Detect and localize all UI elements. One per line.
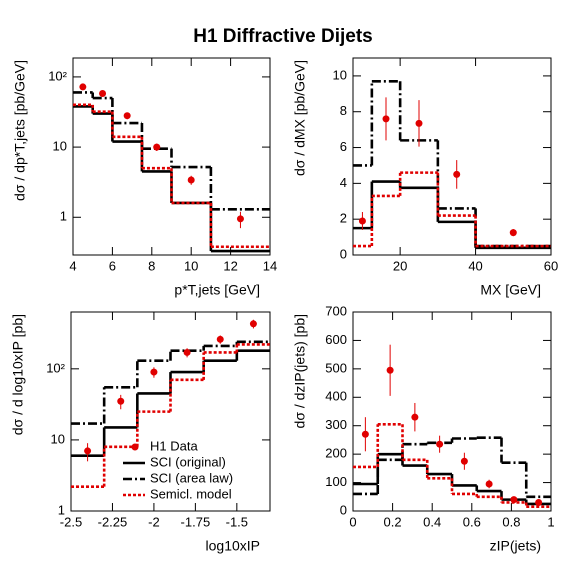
x-tick-label: 40: [468, 258, 482, 273]
x-tick-label: 8: [148, 258, 155, 273]
y-tick-label: 100: [325, 474, 347, 489]
y-tick-label: 10: [333, 67, 347, 82]
data-point: [187, 176, 195, 184]
y-tick-label: 4: [340, 175, 347, 190]
x-tick-label: 0: [349, 514, 356, 529]
x-tick-label: 0.8: [502, 514, 520, 529]
legend-label: SCI (area law): [150, 470, 233, 485]
legend-label: Semicl. model: [150, 486, 232, 501]
x-tick-label: 0.6: [463, 514, 481, 529]
y-axis-label: dσ / dp*T,jets [pb/GeV]: [12, 60, 28, 201]
x-tick-label: 0.4: [423, 514, 441, 529]
y-tick-label: 0: [340, 502, 347, 517]
y-tick-label: 1: [58, 502, 65, 517]
plot-frame: [352, 57, 552, 256]
data-point: [509, 229, 517, 237]
data-point: [79, 83, 87, 91]
y-tick-label: 6: [340, 139, 347, 154]
data-point: [99, 90, 107, 98]
data-point: [216, 335, 224, 343]
y-tick-label: 10²: [46, 360, 65, 375]
data-point: [117, 397, 125, 405]
y-axis-label: dσ / d log10xIP [pb]: [10, 314, 26, 435]
y-axis-label: dσ / dzIP(jets) [pb]: [292, 314, 308, 428]
y-tick-label: 200: [325, 446, 347, 461]
data-point: [485, 480, 493, 488]
x-tick-label: 1: [547, 514, 554, 529]
data-point: [183, 348, 191, 356]
x-axis-label: log10xIP: [206, 538, 260, 554]
plot-frame: [72, 57, 271, 256]
y-axis-label: dσ / dMX [pb/GeV]: [292, 60, 308, 176]
y-tick-label: 300: [325, 417, 347, 432]
data-point: [415, 119, 423, 127]
legend-marker: [131, 443, 139, 451]
data-point: [460, 457, 468, 465]
y-tick-label: 10²: [48, 68, 67, 83]
x-tick-label: -1.75: [181, 514, 211, 529]
x-tick-label: -2: [148, 514, 160, 529]
legend-label: SCI (original): [150, 454, 226, 469]
x-tick-label: 0.2: [384, 514, 402, 529]
data-point: [361, 430, 369, 438]
data-point: [358, 217, 366, 225]
data-point: [382, 115, 390, 123]
x-tick-label: -2.5: [60, 514, 82, 529]
x-tick-label: -1.5: [226, 514, 248, 529]
data-point: [436, 440, 444, 448]
x-axis-label: zIP(jets): [490, 538, 541, 554]
y-tick-label: 400: [325, 389, 347, 404]
data-point: [236, 215, 244, 223]
x-tick-label: 12: [223, 258, 237, 273]
x-tick-label: 10: [184, 258, 198, 273]
x-tick-label: 60: [544, 258, 558, 273]
x-tick-label: 4: [69, 258, 76, 273]
x-tick-label: -2.25: [98, 514, 128, 529]
x-tick-label: 6: [109, 258, 116, 273]
y-tick-label: 2: [340, 211, 347, 226]
y-tick-label: 500: [325, 360, 347, 375]
plot-frame: [70, 311, 271, 512]
data-point: [386, 366, 394, 374]
data-point: [453, 170, 461, 178]
data-point: [249, 320, 257, 328]
y-tick-label: 1: [60, 209, 67, 224]
x-tick-label: 20: [393, 258, 407, 273]
y-tick-label: 0: [340, 246, 347, 261]
data-point: [411, 413, 419, 421]
data-point: [150, 368, 158, 376]
x-axis-label: p*T,jets [GeV]: [174, 282, 260, 298]
data-point: [84, 447, 92, 455]
figure-title: H1 Diffractive Dijets: [193, 26, 373, 47]
y-tick-label: 600: [325, 332, 347, 347]
y-tick-label: 700: [325, 303, 347, 318]
x-tick-label: 14: [263, 258, 277, 273]
y-tick-label: 10: [51, 431, 65, 446]
plot-frame: [352, 311, 552, 512]
y-tick-label: 8: [340, 103, 347, 118]
y-tick-label: 10: [53, 139, 67, 154]
data-point: [153, 143, 161, 151]
data-point: [535, 498, 543, 506]
data-point: [510, 496, 518, 504]
data-point: [123, 112, 131, 120]
legend-label: H1 Data: [150, 438, 198, 453]
x-axis-label: MX [GeV]: [480, 282, 541, 298]
